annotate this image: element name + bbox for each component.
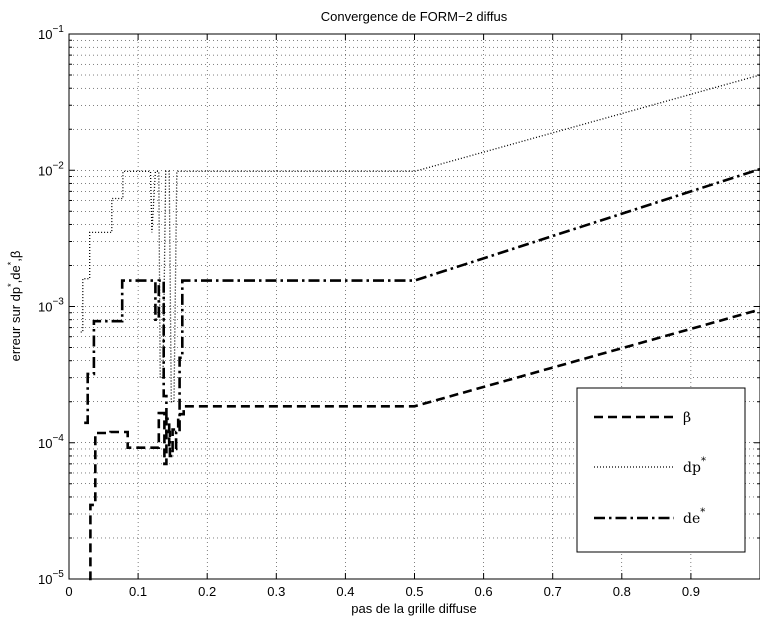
series-line-dashdot — [84, 167, 760, 458]
y-tick-label: 10−5 — [38, 569, 64, 587]
y-tick-label-base: 10 — [38, 27, 52, 42]
y-axis-label-sup-2: * — [6, 261, 16, 265]
legend-label-dp: dp* — [683, 456, 706, 476]
x-tick-label: 0.4 — [336, 584, 354, 599]
y-tick-label: 10−3 — [38, 297, 64, 315]
x-tick-label: 0.6 — [475, 584, 493, 599]
y-tick-label-exp: −5 — [52, 569, 64, 580]
legend-label-de: de* — [683, 507, 705, 527]
series-group — [80, 74, 760, 581]
y-tick-label-base: 10 — [38, 436, 52, 451]
y-tick-label-base: 10 — [38, 300, 52, 315]
y-tick-label: 10−1 — [38, 24, 64, 42]
series-line-dotted — [80, 74, 760, 403]
legend-label-de-text: de — [683, 511, 700, 527]
y-tick-labels: 10−510−410−310−210−1 — [38, 24, 64, 587]
y-axis-label: erreur sur dp*,de*,β — [6, 251, 23, 362]
legend: β dp* de* — [576, 387, 746, 553]
y-tick-label-base: 10 — [38, 163, 52, 178]
y-axis-label-mid: ,de — [8, 265, 23, 283]
x-tick-label: 0.7 — [544, 584, 562, 599]
y-tick-label-exp: −2 — [52, 160, 64, 171]
x-tick-label: 0.2 — [198, 584, 216, 599]
y-tick-label: 10−2 — [38, 160, 64, 178]
x-tick-label: 0.5 — [405, 584, 423, 599]
legend-label-dp-text: dp — [683, 460, 701, 476]
x-tick-label: 0.1 — [129, 584, 147, 599]
y-tick-label-exp: −4 — [52, 433, 64, 444]
x-tick-label: 0 — [65, 584, 72, 599]
x-axis-label: pas de la grille diffuse — [351, 601, 477, 616]
series-line-dashed — [89, 308, 760, 581]
chart-title: Convergence de FORM−2 diffus — [321, 9, 508, 24]
x-tick-label: 0.9 — [682, 584, 700, 599]
grid-lines — [69, 34, 760, 579]
y-tick-label-exp: −1 — [52, 24, 64, 35]
y-axis-label-prefix: erreur sur dp — [8, 287, 23, 361]
legend-label-beta-text: β — [683, 410, 691, 426]
y-tick-label-exp: −3 — [52, 297, 64, 308]
y-axis-label-sup-1: * — [6, 283, 16, 287]
x-tick-label: 0.3 — [267, 584, 285, 599]
x-tick-labels: 0 0.1 0.2 0.3 0.4 0.5 0.6 0.7 0.8 0.9 — [65, 584, 700, 599]
y-axis-label-suffix: ,β — [8, 251, 23, 262]
y-tick-label-base: 10 — [38, 572, 52, 587]
legend-label-dp-sup: * — [701, 456, 706, 467]
axis-ticks — [68, 34, 760, 580]
y-tick-label: 10−4 — [38, 433, 64, 451]
legend-label-beta: β — [683, 410, 691, 426]
x-tick-label: 0.8 — [613, 584, 631, 599]
legend-box — [576, 387, 746, 553]
legend-label-de-sup: * — [700, 507, 705, 518]
